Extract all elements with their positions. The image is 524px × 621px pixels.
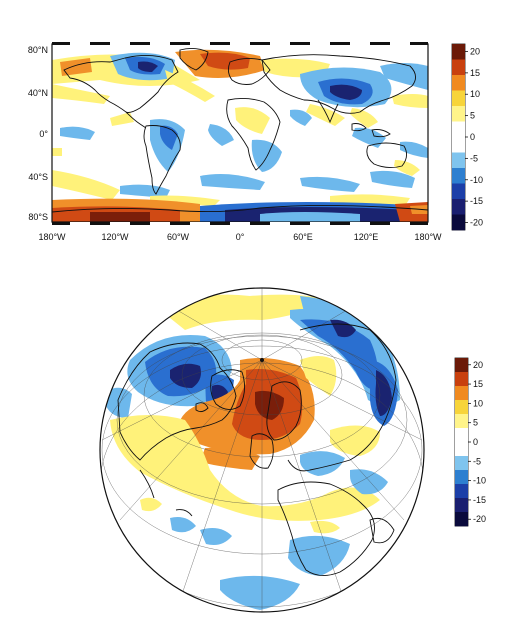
top-colorbar-swatches <box>452 44 465 231</box>
lon-label-180w: 180°W <box>38 232 66 242</box>
colorbar-tick-label: 10 <box>470 89 480 99</box>
latitude-labels: 80°N 40°N 0° 40°S 80°S <box>28 45 49 222</box>
north-pole-marker <box>260 358 264 362</box>
lat-label-0: 0° <box>39 129 48 139</box>
colorbar-swatch <box>452 152 465 169</box>
colorbar-tick-label: -20 <box>473 514 486 524</box>
world-anomaly-map: 80°N 40°N 0° 40°S 80°S 180°W 120°W 60°W … <box>28 42 442 242</box>
colorbar-tick-label: 5 <box>470 111 475 121</box>
colorbar-swatch <box>452 168 465 184</box>
colorbar-swatch <box>455 470 468 485</box>
colorbar-tick-label: 0 <box>470 132 475 142</box>
lat-label-40n: 40°N <box>28 88 48 98</box>
colorbar-tick-label: -20 <box>470 218 483 228</box>
colorbar-tick-label: 15 <box>473 379 483 389</box>
colorbar-swatch <box>455 442 468 457</box>
colorbar-swatch <box>452 183 465 200</box>
colorbar-swatch <box>452 59 465 76</box>
colorbar-swatch <box>455 386 468 401</box>
colorbar-swatch <box>452 90 465 107</box>
colorbar-swatch <box>455 456 468 471</box>
colorbar-swatch <box>452 75 465 91</box>
bottom-colorbar: 20 15 10 5 0 -5 -10 -15 -20 <box>454 357 486 527</box>
colorbar-swatch <box>452 106 465 122</box>
colorbar-swatch <box>455 358 468 373</box>
longitude-labels: 180°W 120°W 60°W 0° 60°E 120°E 180°W <box>38 232 442 242</box>
colorbar-tick-label: 0 <box>473 437 478 447</box>
lon-label-60e: 60°E <box>293 232 313 242</box>
lat-label-80n: 80°N <box>28 45 48 55</box>
bottom-colorbar-labels: 20 15 10 5 0 -5 -10 -15 -20 <box>468 360 486 524</box>
colorbar-tick-label: -10 <box>470 175 483 185</box>
colorbar-swatch <box>452 121 465 138</box>
top-colorbar: 20 15 10 5 0 -5 -10 -15 -20 <box>451 43 483 231</box>
bottom-colorbar-swatches <box>455 358 468 527</box>
colorbar-swatch <box>455 400 468 415</box>
anomaly-shading <box>52 49 428 222</box>
colorbar-tick-label: 20 <box>470 46 480 56</box>
colorbar-tick-label: -5 <box>470 153 478 163</box>
colorbar-tick-label: -10 <box>473 476 486 486</box>
colorbar-tick-label: -15 <box>473 495 486 505</box>
colorbar-swatch <box>452 137 465 153</box>
lon-label-120w: 120°W <box>101 232 129 242</box>
lon-label-60w: 60°W <box>167 232 190 242</box>
top-colorbar-labels: 20 15 10 5 0 -5 -10 -15 -20 <box>465 46 483 228</box>
polar-globe <box>99 287 425 613</box>
graticule <box>100 288 424 612</box>
lon-label-120e: 120°E <box>354 232 379 242</box>
colorbar-tick-label: 5 <box>473 418 478 428</box>
globe-outline <box>99 287 425 613</box>
frame-tick-bars <box>52 42 428 225</box>
colorbar-swatch <box>455 414 468 429</box>
colorbar-swatch <box>452 44 465 60</box>
colorbar-swatch <box>455 512 468 527</box>
colorbar-swatch <box>452 214 465 231</box>
coastlines <box>52 47 428 213</box>
colorbar-swatch <box>455 498 468 513</box>
lat-label-40s: 40°S <box>28 172 48 182</box>
lon-label-180w-right: 180°W <box>414 232 442 242</box>
colorbar-swatch <box>452 199 465 215</box>
colorbar-tick-label: -5 <box>473 456 481 466</box>
colorbar-tick-label: 10 <box>473 398 483 408</box>
colorbar-swatch <box>455 372 468 387</box>
colorbar-swatch <box>455 428 468 443</box>
colorbar-tick-label: 15 <box>470 68 480 78</box>
colorbar-tick-label: -15 <box>470 196 483 206</box>
lat-label-80s: 80°S <box>28 212 48 222</box>
colorbar-swatch <box>455 484 468 499</box>
lon-label-0: 0° <box>236 232 245 242</box>
colorbar-tick-label: 20 <box>473 360 483 370</box>
